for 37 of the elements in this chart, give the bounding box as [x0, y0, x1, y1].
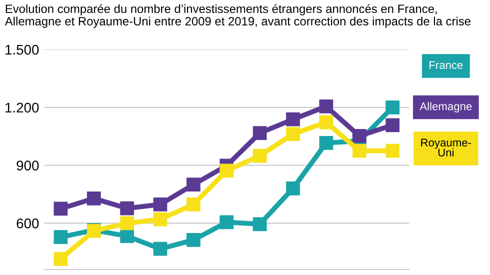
point — [120, 201, 134, 216]
point — [54, 202, 68, 216]
point — [252, 126, 267, 140]
point — [153, 198, 168, 212]
point — [352, 144, 366, 158]
point — [86, 192, 101, 206]
point — [186, 233, 200, 247]
y-tick-label: 900 — [16, 160, 39, 170]
point — [319, 115, 334, 130]
point — [386, 144, 400, 158]
point — [54, 230, 68, 244]
point — [153, 212, 168, 226]
point — [252, 148, 267, 163]
y-tick-label: 600 — [16, 218, 39, 228]
point — [286, 182, 300, 196]
point — [319, 136, 334, 150]
point — [153, 242, 168, 256]
point — [386, 118, 400, 132]
point — [286, 112, 300, 126]
point — [252, 217, 267, 232]
y-tick-label: 1.200 — [6, 102, 39, 113]
chart-title: Evolution comparée du nombre d’investissements étrangers annoncés en France, Allemagne et Royaume-Uni entre 2009 et 2019, avant correction des impacts de la crise — [4, 4, 470, 28]
point — [120, 229, 134, 244]
point — [120, 216, 134, 230]
point — [319, 99, 334, 114]
point — [220, 215, 234, 230]
text: Royaume-Uni — [421, 138, 472, 156]
point — [186, 178, 200, 192]
point — [352, 129, 366, 143]
point — [54, 252, 68, 266]
text: France — [430, 61, 463, 69]
y-tick-label: 1.500 — [6, 44, 39, 55]
point — [286, 127, 300, 141]
point — [186, 198, 200, 212]
point — [220, 164, 234, 178]
point — [386, 100, 400, 114]
series-label: Allemagne — [420, 102, 472, 112]
